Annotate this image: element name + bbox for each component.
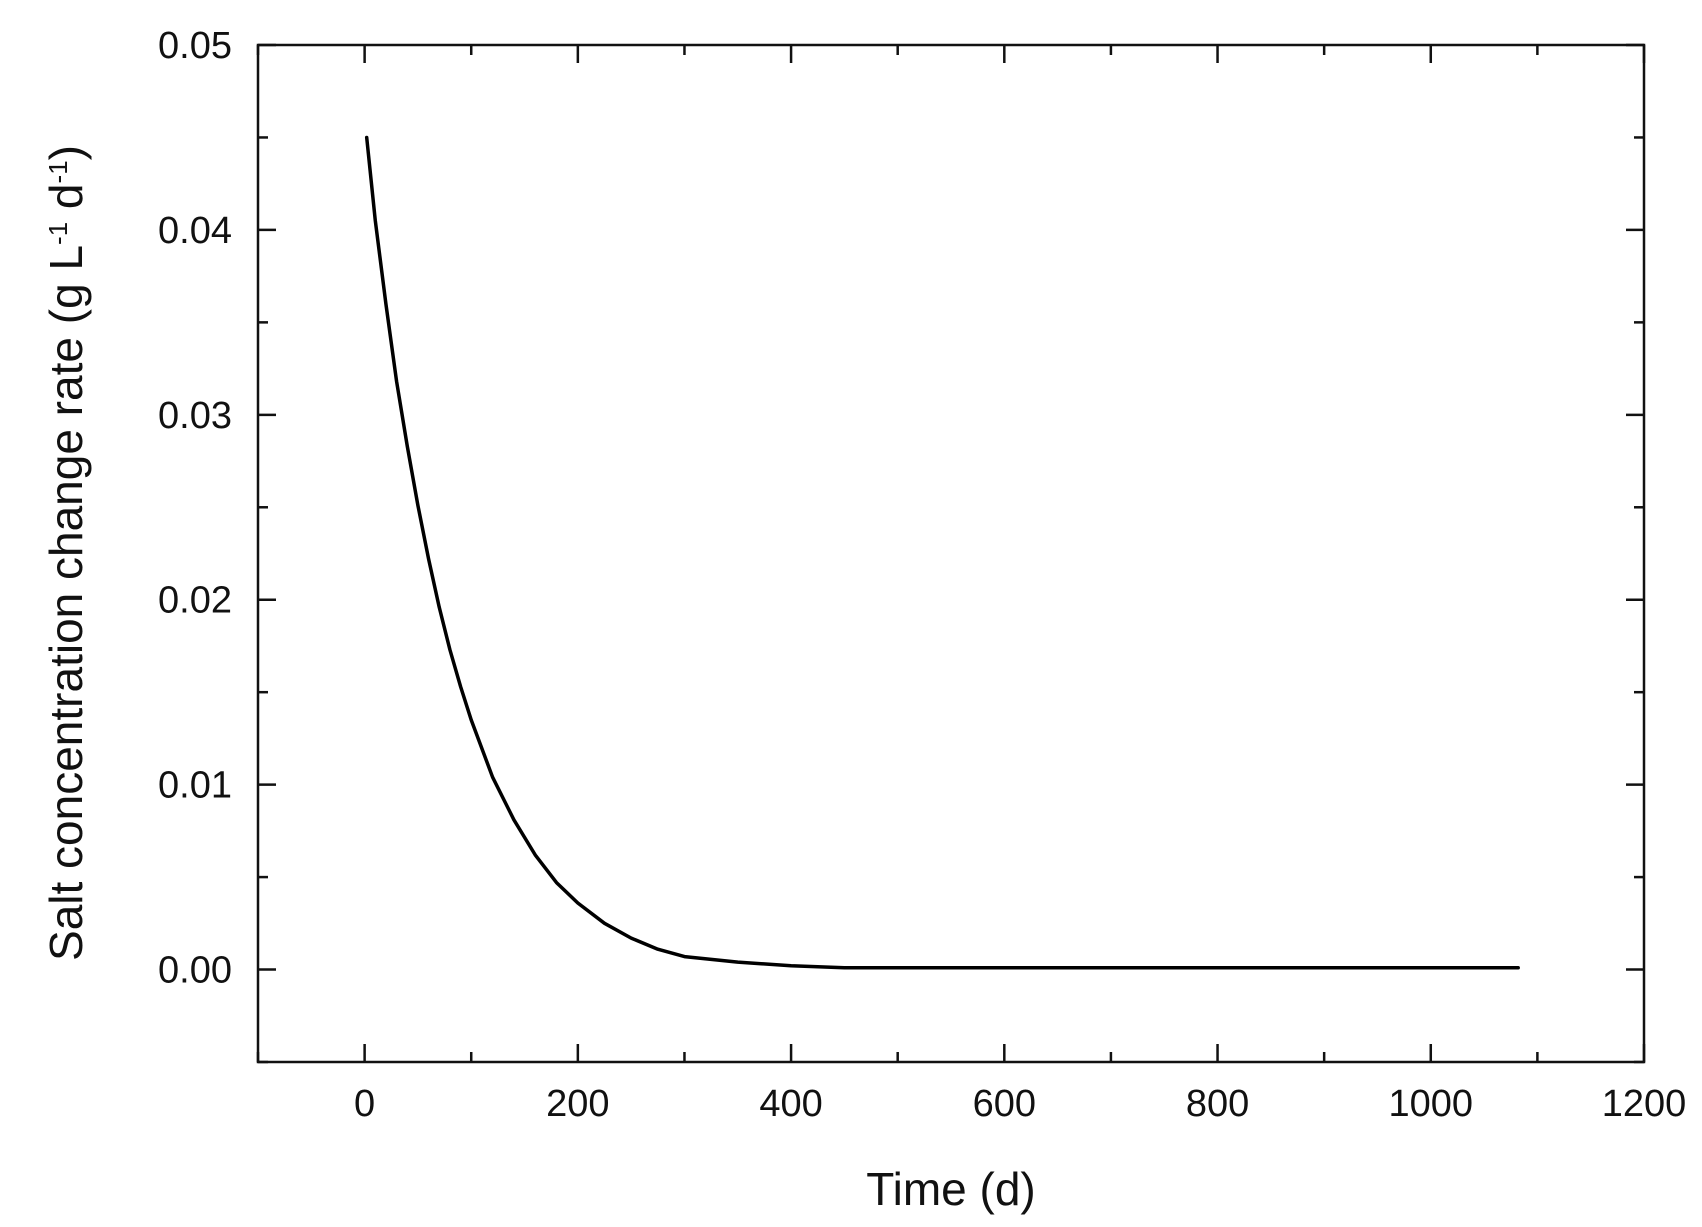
x-tick-label: 200 <box>546 1083 609 1125</box>
y-axis-title: Salt concentration change rate (g L-1 d-… <box>40 145 92 961</box>
y-tick-labels: 0.00 0.01 0.02 0.03 0.04 0.05 <box>158 25 232 992</box>
y-axis-title-superscript: -1 <box>43 160 73 183</box>
y-axis-title-part: d <box>40 183 92 221</box>
x-tick-label: 800 <box>1186 1083 1249 1125</box>
y-tick-label: 0.04 <box>158 210 232 252</box>
y-tick-label: 0.05 <box>158 25 232 67</box>
y-tick-label: 0.02 <box>158 580 232 622</box>
x-tick-label: 1000 <box>1388 1083 1473 1125</box>
x-tick-label: 400 <box>759 1083 822 1125</box>
y-tick-label: 0.03 <box>158 395 232 437</box>
x-tick-label: 1200 <box>1602 1083 1687 1125</box>
x-tick-label: 0 <box>354 1083 375 1125</box>
x-tick-label: 600 <box>973 1083 1036 1125</box>
y-axis-title-part: ) <box>40 145 92 160</box>
axis-ticks <box>256 43 1646 1064</box>
y-axis-title-superscript: -1 <box>43 222 73 245</box>
plot-frame <box>256 43 1646 1064</box>
y-tick-label: 0.01 <box>158 765 232 807</box>
x-axis-title: Time (d) <box>866 1163 1036 1215</box>
series-line <box>364 135 1520 970</box>
y-tick-label: 0.00 <box>158 950 232 992</box>
x-tick-labels: 0 200 400 600 800 1000 1200 <box>354 1083 1686 1125</box>
y-axis-title-part: Salt concentration change rate (g L <box>40 245 92 961</box>
